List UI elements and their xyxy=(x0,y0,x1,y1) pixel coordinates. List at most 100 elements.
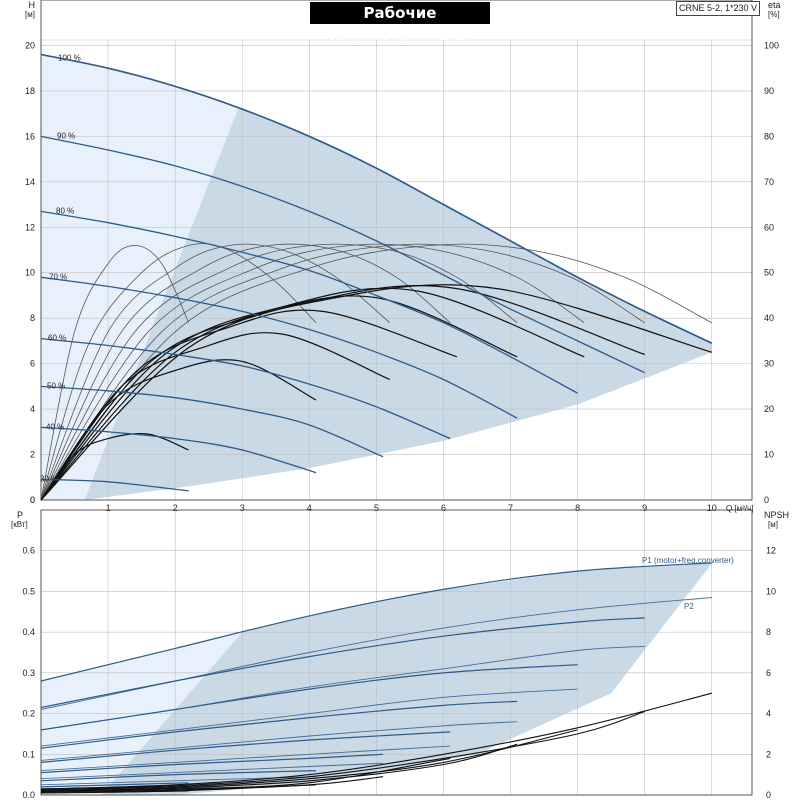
y-right-tick-label: 20 xyxy=(764,404,774,414)
head-curve xyxy=(40,426,317,474)
head-curve xyxy=(40,135,645,374)
x-axis-label: Q [м³/ч] xyxy=(726,504,753,513)
operating-curve xyxy=(40,332,391,501)
x-tick-label: 3 xyxy=(240,503,245,513)
speed-label: 60 % xyxy=(48,334,66,343)
efficiency-curve xyxy=(40,243,712,501)
chart-title: Рабочие характеристики xyxy=(310,2,490,44)
y-left-tick-label: 0.2 xyxy=(22,709,35,719)
npsh-curve xyxy=(40,790,189,794)
p2-curve xyxy=(40,688,578,747)
x-tick-label: 10 xyxy=(707,503,717,513)
y-left-tick-label: 0.5 xyxy=(22,586,35,596)
p1-curve xyxy=(40,731,451,763)
y-right-tick-label: 2 xyxy=(766,749,771,759)
y-left-tick-label: 14 xyxy=(25,177,35,187)
x-tick-label: 8 xyxy=(575,503,580,513)
p1-series-label: P1 (motor+freq.converter) xyxy=(642,556,734,565)
head-curve xyxy=(40,385,384,458)
y-right-tick-label: 90 xyxy=(764,86,774,96)
speed-label: 80 % xyxy=(56,206,74,215)
origin-label: 0 xyxy=(30,495,35,505)
power-region-dark xyxy=(101,562,712,795)
y-right-tick-label: 40 xyxy=(764,313,774,323)
p1-curve xyxy=(40,770,317,782)
y-left-tick-label: 12 xyxy=(25,222,35,232)
efficiency-curve xyxy=(40,243,518,501)
operating-curve xyxy=(40,309,458,501)
x-tick-label: 6 xyxy=(441,503,446,513)
efficiency-curve xyxy=(40,243,451,501)
y-right-axis-label: eta xyxy=(768,0,781,10)
y-right-tick-label: 60 xyxy=(764,222,774,232)
y-right-tick-label: 4 xyxy=(766,709,771,719)
y-right-tick-label: 70 xyxy=(764,177,774,187)
y-left-tick-label: 0.3 xyxy=(22,668,35,678)
speed-label: 100 % xyxy=(58,54,81,63)
top-plot-frame xyxy=(40,0,753,501)
y-right-tick-label: 8 xyxy=(766,627,771,637)
x-tick-label: 5 xyxy=(374,503,379,513)
y-left-axis-label: P xyxy=(17,510,23,520)
y-left-axis-unit: [м] xyxy=(25,10,35,19)
y-right-axis-label: NPSH xyxy=(764,510,789,520)
y-left-tick-label: 10 xyxy=(25,268,35,278)
operating-curve xyxy=(40,284,712,501)
x-tick-label: 1 xyxy=(106,503,111,513)
y-left-tick-label: 0.0 xyxy=(22,790,35,800)
x-tick-label: 9 xyxy=(642,503,647,513)
p2-curve xyxy=(40,721,518,761)
npsh-curve xyxy=(40,757,451,792)
efficiency-curve xyxy=(40,243,585,501)
y-right-tick-label: 50 xyxy=(764,268,774,278)
y-right-axis-unit: [%] xyxy=(768,10,780,19)
head-curve xyxy=(40,337,451,440)
efficiency-curve xyxy=(40,245,189,501)
p1-curve xyxy=(40,562,712,682)
efficiency-curve xyxy=(40,243,645,501)
p1-curve xyxy=(40,700,518,749)
npsh-curve xyxy=(40,692,712,790)
y-right-tick-label: 12 xyxy=(766,546,776,556)
y-left-tick-label: 0.1 xyxy=(22,749,35,759)
y-left-tick-label: 16 xyxy=(25,131,35,141)
p2-curve xyxy=(40,597,712,710)
speed-label: 40 % xyxy=(46,422,64,431)
y-left-tick-label: 0.6 xyxy=(22,546,35,556)
y-right-tick-label: 30 xyxy=(764,359,774,369)
p2-series-label: P2 xyxy=(684,602,694,611)
p2-curve xyxy=(40,745,451,772)
npsh-curve xyxy=(40,743,518,792)
y-left-tick-label: 20 xyxy=(25,40,35,50)
speed-label: 70 % xyxy=(49,272,67,281)
x-tick-label: 2 xyxy=(173,503,178,513)
head-curve xyxy=(40,210,578,394)
efficiency-curve xyxy=(40,243,317,501)
p2-curve xyxy=(40,762,384,780)
npsh-curve xyxy=(40,710,645,790)
p2-curve xyxy=(40,645,645,731)
x-tick-label: 4 xyxy=(307,503,312,513)
y-right-tick-label: 6 xyxy=(766,668,771,678)
speed-label: 90 % xyxy=(57,131,75,140)
operating-curve xyxy=(40,287,585,501)
y-right-tick-label: 10 xyxy=(764,450,774,460)
y-right-axis-unit: [м] xyxy=(768,520,778,529)
y-right-tick-label: 80 xyxy=(764,131,774,141)
p1-curve xyxy=(40,753,384,774)
y-left-axis-label: H xyxy=(29,0,36,10)
head-curve xyxy=(40,478,189,492)
head-curve-max xyxy=(40,53,713,344)
y-left-tick-label: 4 xyxy=(30,404,35,414)
model-label: CRNE 5-2, 1*230 V xyxy=(676,1,760,16)
y-right-tick-label: 10 xyxy=(766,586,776,596)
y-right-tick-label: 100 xyxy=(764,40,779,50)
x-tick-label: 7 xyxy=(508,503,513,513)
y-left-tick-label: 18 xyxy=(25,86,35,96)
y-right-tick-label: 0 xyxy=(766,790,771,800)
y-left-axis-unit: [кВт] xyxy=(11,520,28,529)
speed-label: 50 % xyxy=(47,381,65,390)
y-right-tick-label: 0 xyxy=(764,495,769,505)
